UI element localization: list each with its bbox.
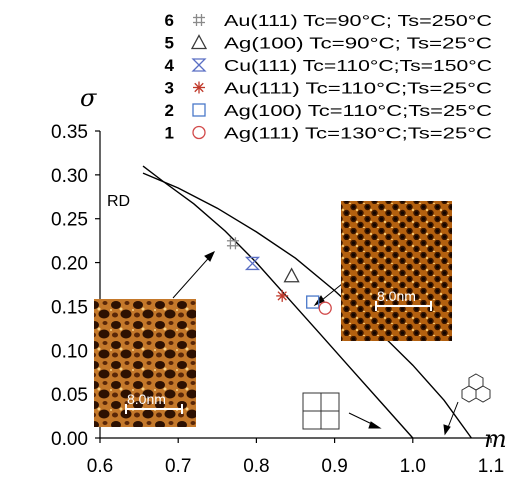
data-markers [226, 237, 332, 315]
y-tick-label: 0.35 [51, 122, 88, 143]
legend-index: 6 [165, 11, 174, 30]
legend-index: 3 [165, 79, 174, 98]
y-ticks: 0.00 0.05 0.10 0.15 0.20 0.25 0.30 0.35 [51, 122, 100, 450]
micrograph-inset-left: 8.0nm [94, 299, 196, 427]
legend-index: 1 [165, 124, 174, 143]
y-tick-label: 0.25 [51, 210, 88, 231]
legend-label: Au(111) Tc=90°C; Ts=250°C [224, 13, 492, 30]
data-point-6 [226, 237, 239, 250]
x-tick-label: 0.7 [165, 456, 191, 477]
legend: 6 Au(111) Tc=90°C; Ts=250°C 5 Ag(100) Tc=90… [165, 11, 492, 143]
boundary-curve-1 [142, 165, 414, 439]
legend-marker-1 [192, 125, 206, 140]
legend-index: 4 [165, 56, 175, 75]
y-tick-label: 0.05 [51, 385, 88, 406]
y-tick-label: 0.30 [51, 166, 88, 187]
x-ticks: 0.6 0.7 0.8 0.9 1.0 1.1 [87, 438, 504, 477]
inset-left-scale-label: 8.0nm [127, 391, 166, 407]
legend-label: Ag(111) Tc=130°C;Ts=25°C [224, 126, 492, 143]
x-tick-label: 1.0 [400, 456, 426, 477]
x-tick-label: 0.6 [87, 456, 113, 477]
boundary-curves [142, 165, 472, 439]
data-point-2 [306, 295, 320, 309]
data-point-3 [276, 289, 289, 302]
legend-label: Au(111) Tc=110°C;Ts=25°C [224, 81, 492, 98]
y-tick-label: 0.15 [51, 297, 88, 318]
legend-label: Ag(100) Tc=90°C; Ts=25°C [224, 36, 492, 53]
legend-marker-5 [190, 34, 208, 50]
legend-marker-4 [191, 58, 207, 72]
data-point-1 [318, 301, 332, 315]
legend-label: Ag(100) Tc=110°C;Ts=25°C [224, 103, 492, 120]
inset-right-scale-label: 8.0nm [377, 288, 416, 304]
hexagonal-lattice-icon [461, 373, 491, 403]
square-lattice-icon [302, 392, 340, 430]
region-label: RD [107, 193, 130, 210]
x-tick-label: 0.9 [321, 456, 347, 477]
micrograph-inset-right: 8.0nm [341, 201, 452, 341]
y-axis-label: σ [80, 84, 97, 112]
legend-marker-3 [193, 81, 205, 94]
boundary-curve-2 [142, 172, 472, 439]
pointer-arrows [172, 251, 459, 436]
y-tick-label: 0.00 [51, 429, 88, 450]
data-point-4 [244, 256, 261, 271]
legend-index: 2 [165, 101, 174, 120]
y-tick-label: 0.10 [51, 341, 88, 362]
legend-index: 5 [165, 34, 174, 53]
x-tick-label: 0.8 [243, 456, 269, 477]
x-tick-label: 1.1 [478, 456, 504, 477]
legend-marker-6 [193, 14, 205, 26]
x-axis-label: m [484, 425, 507, 453]
y-tick-label: 0.20 [51, 254, 88, 275]
legend-label: Cu(111) Tc=110°C;Ts=150°C [224, 58, 492, 75]
data-point-5 [283, 267, 300, 283]
legend-marker-2 [192, 103, 206, 117]
